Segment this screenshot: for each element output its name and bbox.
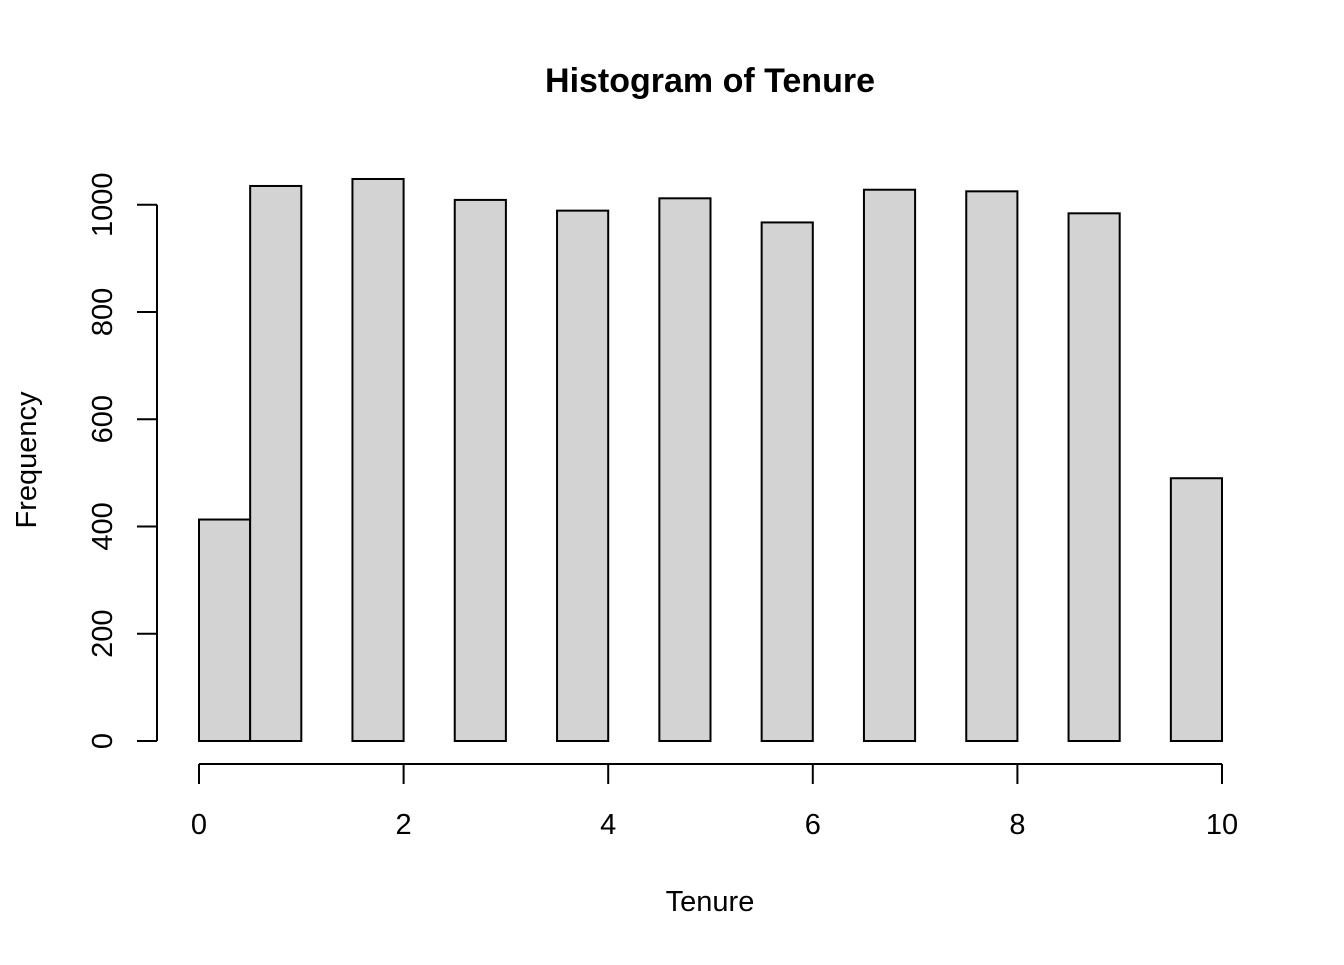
y-tick-label: 600 xyxy=(87,395,119,443)
x-tick-label: 10 xyxy=(1206,809,1238,841)
x-tick-label: 8 xyxy=(1009,809,1025,841)
x-tick-label: 4 xyxy=(600,809,616,841)
histogram-bar xyxy=(1169,477,1223,742)
x-tick-label: 6 xyxy=(805,809,821,841)
histogram-bar xyxy=(760,221,814,743)
histogram-bar xyxy=(862,188,917,742)
x-tick-label: 2 xyxy=(396,809,412,841)
x-tick-label: 0 xyxy=(191,809,207,841)
histogram-bar xyxy=(453,198,507,742)
histogram-bar xyxy=(965,190,1019,742)
y-axis-label: Frequency xyxy=(11,391,43,529)
y-axis: 0 200 400 600 800 1000 xyxy=(87,172,158,749)
bars-group xyxy=(198,178,1223,743)
y-tick-label: 400 xyxy=(87,502,119,550)
histogram-bar xyxy=(351,178,405,742)
histogram-bar xyxy=(1067,212,1121,742)
histogram-bar xyxy=(556,209,610,742)
histogram-bar xyxy=(249,184,303,742)
y-tick-label: 0 xyxy=(87,733,119,749)
y-tick-label: 1000 xyxy=(87,172,119,237)
x-axis-label: Tenure xyxy=(666,886,755,918)
histogram-bar xyxy=(198,518,252,742)
y-tick-label: 800 xyxy=(87,288,119,336)
y-tick-label: 200 xyxy=(87,610,119,658)
histogram-bar xyxy=(658,197,712,742)
x-axis: 0 2 4 6 8 10 xyxy=(191,763,1238,841)
chart-title: Histogram of Tenure xyxy=(545,62,875,100)
